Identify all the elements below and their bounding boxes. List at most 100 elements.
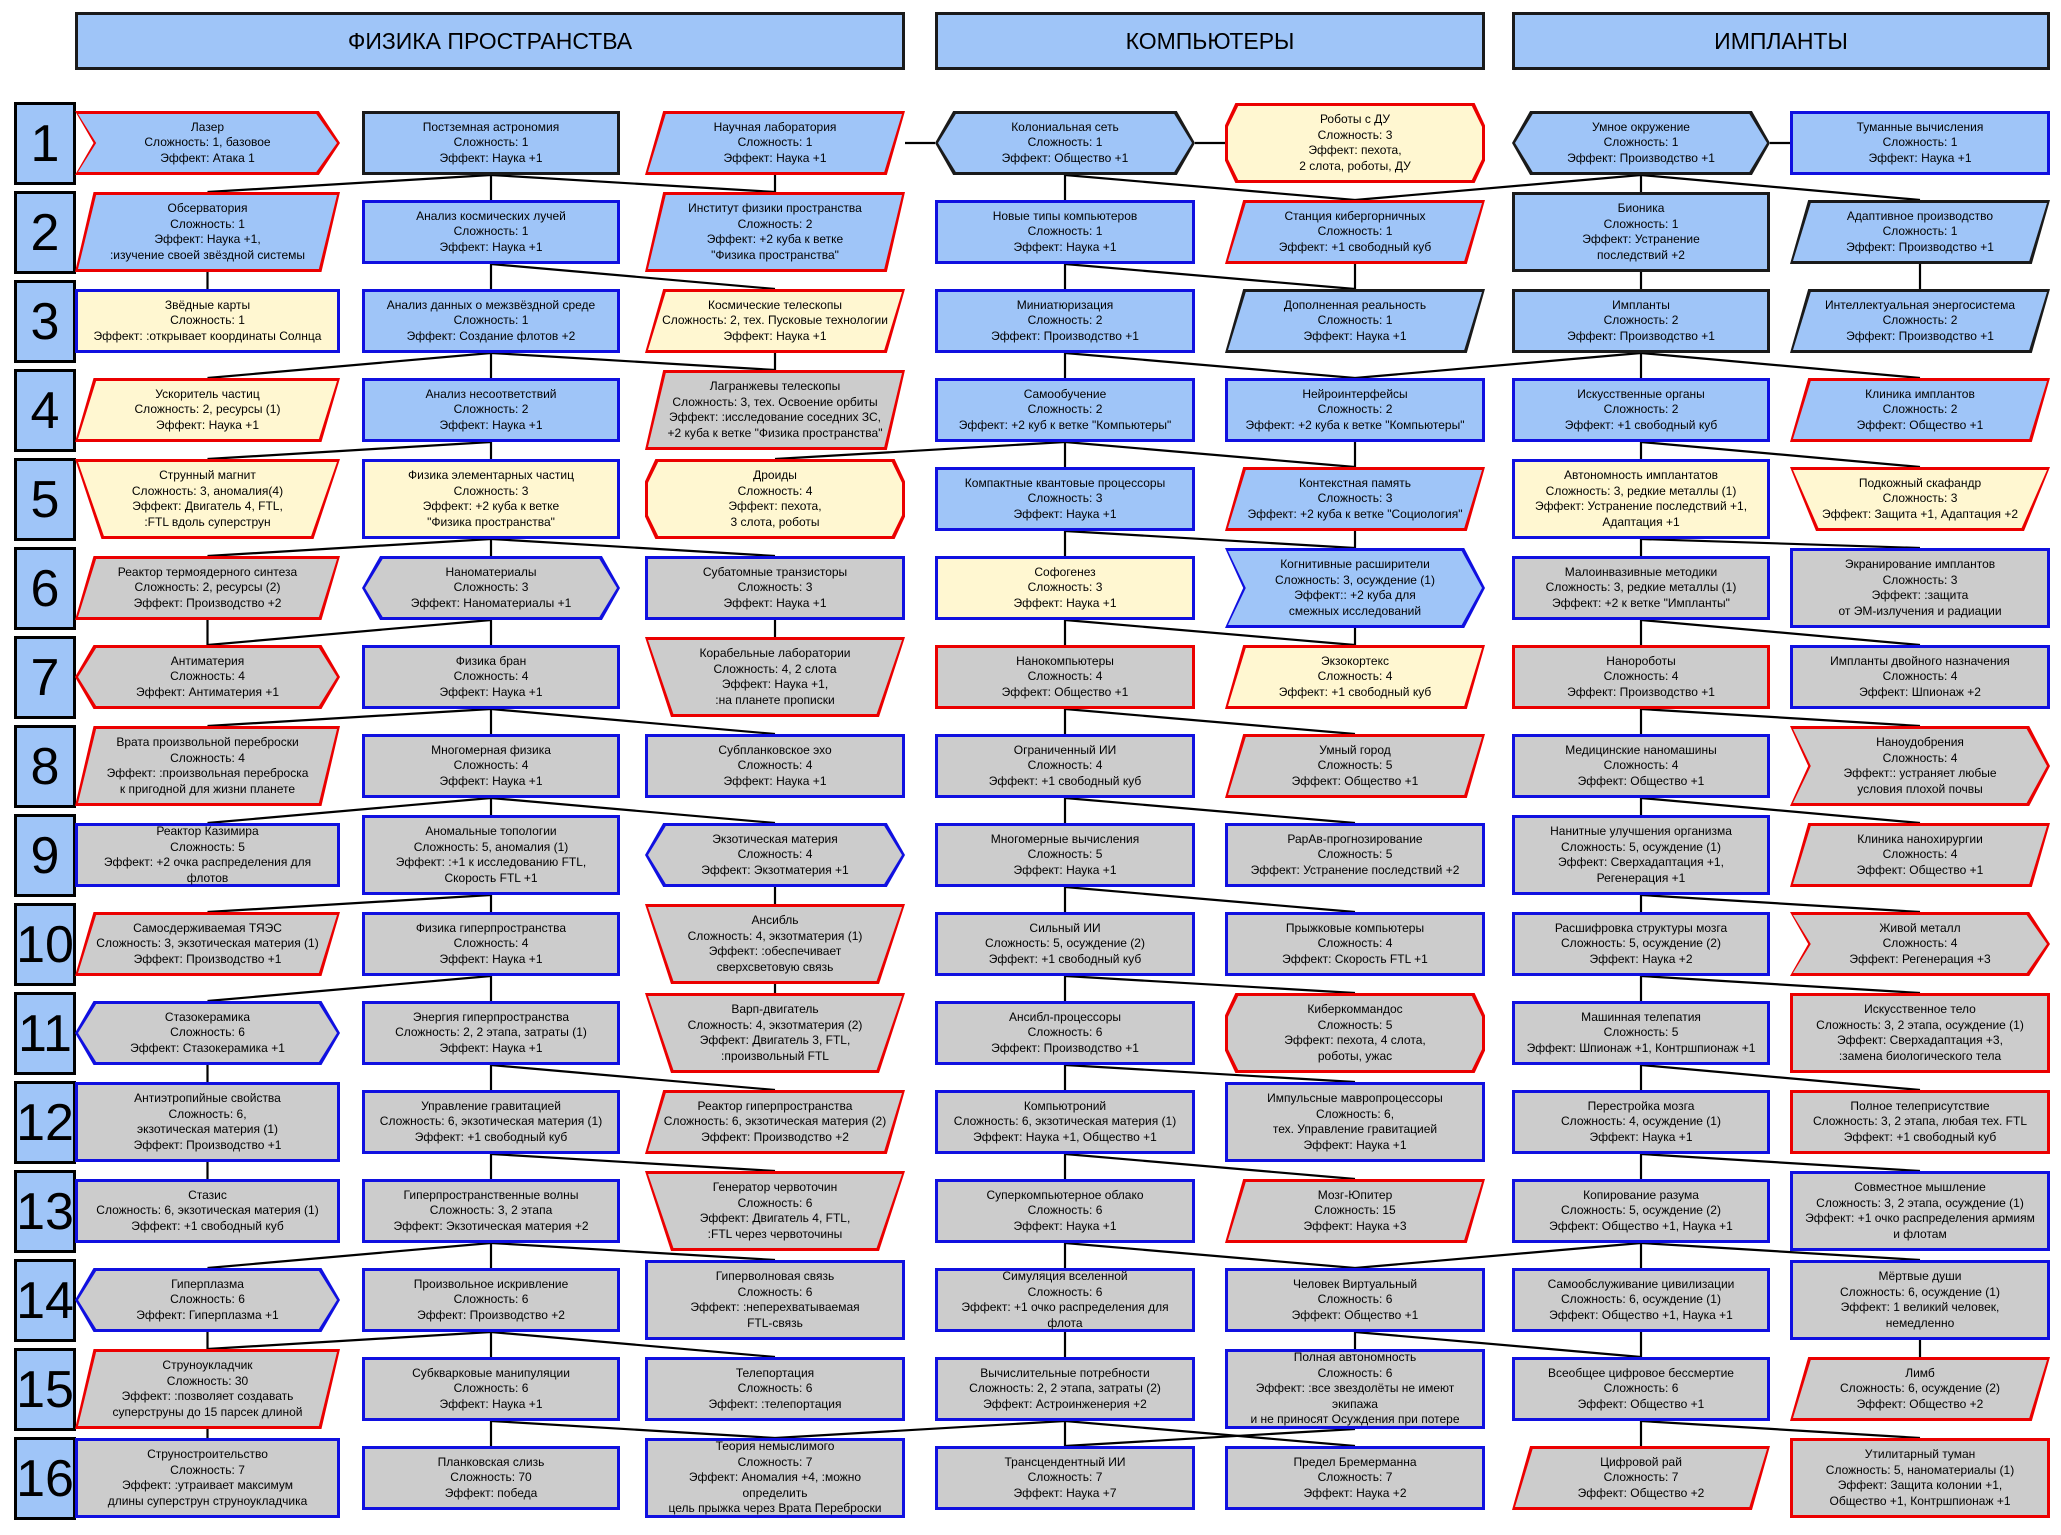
tech-node-r5c2[interactable]: Физика элементарных частиц Сложность: 3 Эф… [362,459,620,539]
tech-node-r3c4[interactable]: Миниатюризация Сложность: 2 Эффект: Произв… [935,289,1195,353]
tech-node-r10c7[interactable]: Живой металл Сложность: 4 Эффект: Регенера… [1790,912,2050,976]
tech-node-r10c5[interactable]: Прыжковые компьютеры Сложность: 4 Эффект: … [1225,912,1485,976]
tech-node-r12c5[interactable]: Импульсные мавропроцессоры Сложность: 6, т… [1225,1082,1485,1162]
tech-node-r5c4[interactable]: Компактные квантовые процессоры Сложность… [935,467,1195,531]
tech-node-r9c6[interactable]: Нанитные улучшения организма Сложность: 5… [1512,815,1770,895]
tech-node-r1c3[interactable]: Научная лаборатория Сложность: 1 Эффект: Н… [645,111,905,175]
tech-node-r3c3[interactable]: Космические телескопы Сложность: 2, тех. … [645,289,905,353]
tech-node-r1c2[interactable]: Постземная астрономия Сложность: 1 Эффект:… [362,111,620,175]
tech-node-r10c6[interactable]: Расшифровка структуры мозга Сложность: 5,… [1512,912,1770,976]
tech-node-r11c4[interactable]: Ансибл-процессоры Сложность: 6 Эффект: Про… [935,1001,1195,1065]
tech-node-r3c1[interactable]: Звёдные карты Сложность: 1 Эффект: :открыв… [75,289,340,353]
tech-node-r4c2[interactable]: Анализ несоответствий Сложность: 2 Эффект:… [362,378,620,442]
tech-node-r7c1[interactable]: Антиматерия Сложность: 4 Эффект: Антиматер… [75,645,340,709]
tech-node-r12c1[interactable]: Антиэтропийные свойства Сложность: 6, экзо… [75,1082,340,1162]
tech-node-r1c5[interactable]: Роботы с ДУ Сложность: 3 Эффект: пехота, 2 … [1225,103,1485,183]
tech-node-r8c6[interactable]: Медицинские наномашины Сложность: 4 Эффект… [1512,734,1770,798]
tech-node-r11c6[interactable]: Машинная телепатия Сложность: 5 Эффект: Шп… [1512,1001,1770,1065]
tech-node-r13c2[interactable]: Гиперпространственные волны Сложность: 3,… [362,1179,620,1243]
tech-node-r1c1[interactable]: Лазер Сложность: 1, базовое Эффект: Атака … [75,111,340,175]
tech-node-r14c2[interactable]: Произвольное искривление Сложность: 6 Эффе… [362,1268,620,1332]
tech-node-r16c2[interactable]: Планковская слизь Сложность: 70 Эффект: по… [362,1446,620,1510]
tech-node-r14c5[interactable]: Человек Виртуальный Сложность: 6 Эффект: О… [1225,1268,1485,1332]
tech-node-r2c4[interactable]: Новые типы компьютеров Сложность: 1 Эффект… [935,200,1195,264]
tech-node-r14c4[interactable]: Симуляция вселенной Сложность: 6 Эффект: +… [935,1268,1195,1332]
tech-node-r2c3[interactable]: Институт физики пространства Сложность: 2… [645,192,905,272]
tech-node-r4c5[interactable]: Нейроинтерфейсы Сложность: 2 Эффект: +2 ку… [1225,378,1485,442]
tech-node-r11c1[interactable]: Стазокерамика Сложность: 6 Эффект: Стазоке… [75,1001,340,1065]
tech-node-r16c7[interactable]: Утилитарный туман Сложность: 5, наноматер… [1790,1438,2050,1518]
tech-node-r15c1[interactable]: Струноукладчик Сложность: 30 Эффект: :позв… [75,1349,340,1429]
tech-node-r8c3[interactable]: Субпланковское эхо Сложность: 4 Эффект: На… [645,734,905,798]
tech-node-r14c7[interactable]: Мёртвые души Сложность: 6, осуждение (1) Э… [1790,1260,2050,1340]
tech-node-r13c7[interactable]: Совместное мышление Сложность: 3, 2 этапа… [1790,1171,2050,1251]
tech-node-r16c4[interactable]: Трансцендентный ИИ Сложность: 7 Эффект: На… [935,1446,1195,1510]
tech-node-r7c2[interactable]: Физика бран Сложность: 4 Эффект: Наука +1 [362,645,620,709]
tech-node-r9c2[interactable]: Аномальные топологии Сложность: 5, аномал… [362,815,620,895]
tech-node-r11c7[interactable]: Искусственное тело Сложность: 3, 2 этапа,… [1790,993,2050,1073]
tech-node-r13c3[interactable]: Генератор червоточин Сложность: 6 Эффект: … [645,1171,905,1251]
tech-node-r15c4[interactable]: Вычислительные потребности Сложность: 2, … [935,1357,1195,1421]
tech-node-r15c2[interactable]: Субкварковые манипуляции Сложность: 6 Эффе… [362,1357,620,1421]
tech-node-r6c1[interactable]: Реактор термоядерного синтеза Сложность: … [75,556,340,620]
tech-node-r9c5[interactable]: РарАв-прогнозирование Сложность: 5 Эффект:… [1225,823,1485,887]
tech-node-r9c4[interactable]: Многомерные вычисления Сложность: 5 Эффект… [935,823,1195,887]
tech-node-r10c4[interactable]: Сильный ИИ Сложность: 5, осуждение (2) Эфф… [935,912,1195,976]
tech-node-r10c2[interactable]: Физика гиперпространства Сложность: 4 Эффе… [362,912,620,976]
tech-node-r10c3[interactable]: Ансибль Сложность: 4, экзотматерия (1) Эфф… [645,904,905,984]
tech-node-r8c4[interactable]: Ограниченный ИИ Сложность: 4 Эффект: +1 св… [935,734,1195,798]
tech-node-r13c6[interactable]: Копирование разума Сложность: 5, осуждени… [1512,1179,1770,1243]
tech-node-r8c1[interactable]: Врата произвольной переброски Сложность: … [75,726,340,806]
tech-node-r15c5[interactable]: Полная автономность Сложность: 6 Эффект: :… [1225,1349,1485,1429]
tech-node-r14c6[interactable]: Самообслуживание цивилизации Сложность: 6… [1512,1268,1770,1332]
tech-node-r11c2[interactable]: Энергия гиперпространства Сложность: 2, 2… [362,1001,620,1065]
tech-node-r5c6[interactable]: Автономность имплантатов Сложность: 3, ре… [1512,459,1770,539]
tech-node-r12c3[interactable]: Реактор гиперпространства Сложность: 6, э… [645,1090,905,1154]
tech-node-r15c7[interactable]: Лимб Сложность: 6, осуждение (2) Эффект: О… [1790,1357,2050,1421]
tech-node-r1c7[interactable]: Туманные вычисления Сложность: 1 Эффект: Н… [1790,111,2050,175]
tech-node-r4c3[interactable]: Лагранжевы телескопы Сложность: 3, тех. О… [645,370,905,450]
tech-node-r10c1[interactable]: Самосдерживаемая ТЯЭС Сложность: 3, экзот… [75,912,340,976]
tech-node-r1c6[interactable]: Умное окружение Сложность: 1 Эффект: Произ… [1512,111,1770,175]
tech-node-r6c2[interactable]: Наноматериалы Сложность: 3 Эффект: Наномат… [362,556,620,620]
tech-node-r3c2[interactable]: Анализ данных о межзвёздной среде Сложнос… [362,289,620,353]
tech-node-r2c6[interactable]: Бионика Сложность: 1 Эффект: Устранение пос… [1512,192,1770,272]
tech-node-r7c5[interactable]: Экзокортекс Сложность: 4 Эффект: +1 свобод… [1225,645,1485,709]
tech-node-r5c3[interactable]: Дроиды Сложность: 4 Эффект: пехота, 3 слота… [645,459,905,539]
tech-node-r5c5[interactable]: Контекстная память Сложность: 3 Эффект: +2… [1225,467,1485,531]
tech-node-r8c2[interactable]: Многомерная физика Сложность: 4 Эффект: На… [362,734,620,798]
tech-node-r3c5[interactable]: Дополненная реальность Сложность: 1 Эффект… [1225,289,1485,353]
tech-node-r11c5[interactable]: Киберкоммандос Сложность: 5 Эффект: пехота… [1225,993,1485,1073]
tech-node-r16c1[interactable]: Струностроительство Сложность: 7 Эффект: :… [75,1438,340,1518]
tech-node-r3c6[interactable]: Импланты Сложность: 2 Эффект: Производство… [1512,289,1770,353]
tech-node-r6c4[interactable]: Софогенез Сложность: 3 Эффект: Наука +1 [935,556,1195,620]
tech-node-r13c5[interactable]: Мозг-Юпитер Сложность: 15 Эффект: Наука +3 [1225,1179,1485,1243]
tech-node-r7c4[interactable]: Нанокомпьютеры Сложность: 4 Эффект: Общест… [935,645,1195,709]
tech-node-r6c3[interactable]: Субатомные транзисторы Сложность: 3 Эффект… [645,556,905,620]
tech-node-r9c3[interactable]: Экзотическая материя Сложность: 4 Эффект: … [645,823,905,887]
tech-node-r8c5[interactable]: Умный город Сложность: 5 Эффект: Общество … [1225,734,1485,798]
tech-node-r6c7[interactable]: Экранирование имплантов Сложность: 3 Эффек… [1790,548,2050,628]
tech-node-r16c5[interactable]: Предел Бремерманна Сложность: 7 Эффект: На… [1225,1446,1485,1510]
tech-node-r2c5[interactable]: Станция кибергорничных Сложность: 1 Эффект… [1225,200,1485,264]
tech-node-r13c1[interactable]: Стазис Сложность: 6, экзотическая материя… [75,1179,340,1243]
tech-node-r14c3[interactable]: Гиперволновая связь Сложность: 6 Эффект: :… [645,1260,905,1340]
tech-node-r1c4[interactable]: Колониальная сеть Сложность: 1 Эффект: Общ… [935,111,1195,175]
tech-node-r4c6[interactable]: Искусственные органы Сложность: 2 Эффект: … [1512,378,1770,442]
tech-node-r5c1[interactable]: Струнный магнит Сложность: 3, аномалия(4)… [75,459,340,539]
tech-node-r16c3[interactable]: Теория немыслимого Сложность: 7 Эффект: Ан… [645,1438,905,1518]
tech-node-r9c1[interactable]: Реактор Казимира Сложность: 5 Эффект: +2 о… [75,823,340,887]
tech-node-r5c7[interactable]: Подкожный скафандр Сложность: 3 Эффект: За… [1790,467,2050,531]
tech-node-r4c4[interactable]: Самообучение Сложность: 2 Эффект: +2 куб к… [935,378,1195,442]
tech-node-r7c3[interactable]: Корабельные лаборатории Сложность: 4, 2 с… [645,637,905,717]
tech-node-r13c4[interactable]: Суперкомпьютерное облако Сложность: 6 Эффе… [935,1179,1195,1243]
tech-node-r4c1[interactable]: Ускоритель частиц Сложность: 2, ресурсы (… [75,378,340,442]
tech-node-r12c2[interactable]: Управление гравитацией Сложность: 6, экзо… [362,1090,620,1154]
tech-node-r12c6[interactable]: Перестройка мозга Сложность: 4, осуждение… [1512,1090,1770,1154]
tech-node-r6c6[interactable]: Малоинвазивные методики Сложность: 3, ред… [1512,556,1770,620]
tech-node-r6c5[interactable]: Когнитивные расширители Сложность: 3, осу… [1225,548,1485,628]
tech-node-r14c1[interactable]: Гиперплазма Сложность: 6 Эффект: Гиперплаз… [75,1268,340,1332]
tech-node-r7c6[interactable]: Нанороботы Сложность: 4 Эффект: Производст… [1512,645,1770,709]
tech-node-r3c7[interactable]: Интеллектуальная энергосистема Сложность:… [1790,289,2050,353]
tech-node-r8c7[interactable]: Наноудобрения Сложность: 4 Эффект:: устран… [1790,726,2050,806]
